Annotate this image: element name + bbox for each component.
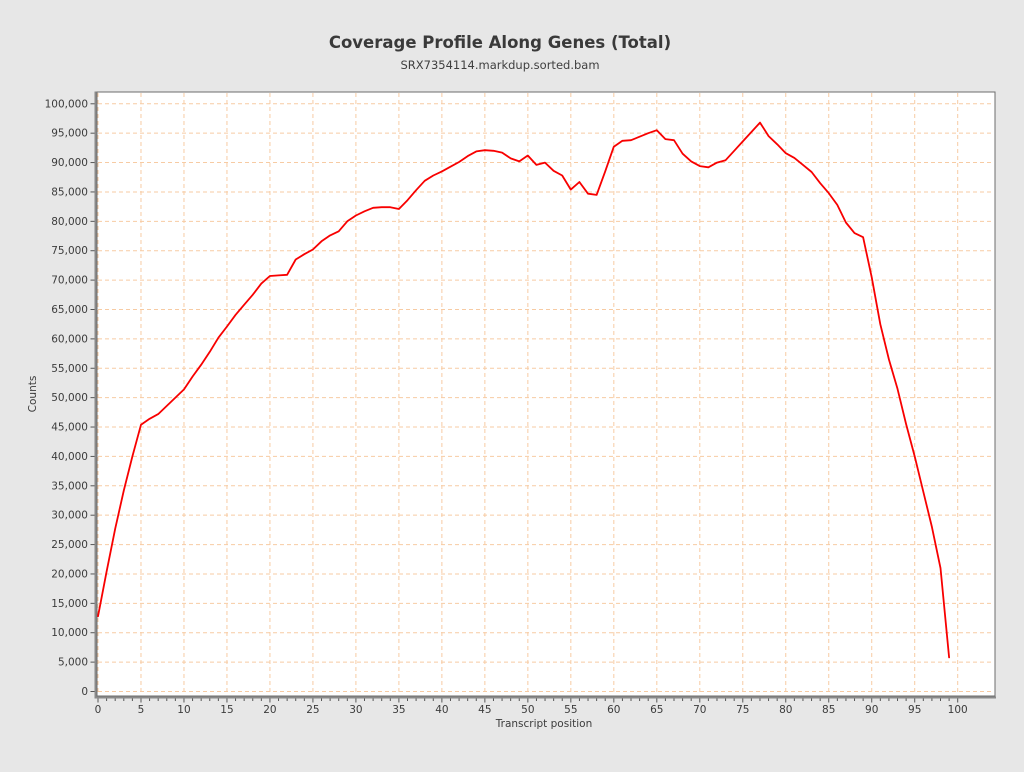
y-tick-label: 30,000 <box>51 510 88 522</box>
chart-subtitle: SRX7354114.markdup.sorted.bam <box>400 58 599 72</box>
chart-title: Coverage Profile Along Genes (Total) <box>329 33 671 52</box>
x-tick-label: 100 <box>948 704 968 716</box>
x-tick-label: 40 <box>435 704 448 716</box>
chart-generated: 0 5 10 15 20 25 30 35 40 45 50 55 60 65 70 75 80 85 90 95 10… <box>45 91 996 716</box>
y-tick-label: 25,000 <box>51 539 88 551</box>
y-gridlines <box>98 103 994 692</box>
x-tick-label: 80 <box>779 704 792 716</box>
x-tick-label: 25 <box>306 704 319 716</box>
y-tick-label: 0 <box>81 686 88 698</box>
x-tick-label: 70 <box>693 704 706 716</box>
y-tick-labels: 0 5,000 10,000 15,000 20,000 25,000 30,000 35,0… <box>45 98 88 698</box>
x-tick-label: 35 <box>392 704 405 716</box>
y-tick-label: 100,000 <box>45 98 88 110</box>
y-tick-label: 95,000 <box>51 128 88 140</box>
y-tick-label: 85,000 <box>51 186 88 198</box>
x-ticks <box>97 698 959 703</box>
y-tick-label: 90,000 <box>51 157 88 169</box>
y-tick-label: 35,000 <box>51 480 88 492</box>
x-tick-label: 50 <box>521 704 534 716</box>
x-tick-label: 55 <box>564 704 577 716</box>
y-tick-label: 65,000 <box>51 304 88 316</box>
y-tick-label: 40,000 <box>51 451 88 463</box>
x-tick-labels: 0 5 10 15 20 25 30 35 40 45 50 55 60 65 70 75 80 85 90 95 10… <box>95 704 968 716</box>
plot-border <box>96 91 996 697</box>
x-axis-label: Transcript position <box>495 718 592 730</box>
y-tick-label: 80,000 <box>51 216 88 228</box>
x-gridlines <box>97 93 959 695</box>
x-tick-label: 95 <box>908 704 921 716</box>
x-tick-label: 0 <box>95 704 102 716</box>
y-tick-label: 55,000 <box>51 363 88 375</box>
y-tick-label: 50,000 <box>51 392 88 404</box>
x-tick-label: 5 <box>138 704 145 716</box>
x-tick-label: 15 <box>220 704 233 716</box>
x-tick-label: 45 <box>478 704 491 716</box>
y-tick-label: 70,000 <box>51 275 88 287</box>
x-tick-label: 65 <box>650 704 663 716</box>
x-tick-label: 30 <box>349 704 362 716</box>
y-ticks <box>90 103 95 692</box>
x-tick-label: 60 <box>607 704 620 716</box>
y-axis-label: Counts <box>27 376 39 413</box>
y-tick-label: 75,000 <box>51 245 88 257</box>
x-tick-label: 20 <box>263 704 276 716</box>
x-tick-label: 75 <box>736 704 749 716</box>
x-tick-label: 10 <box>177 704 190 716</box>
y-tick-label: 45,000 <box>51 422 88 434</box>
x-tick-label: 90 <box>865 704 878 716</box>
y-tick-label: 10,000 <box>51 627 88 639</box>
y-tick-label: 5,000 <box>58 657 88 669</box>
y-tick-label: 20,000 <box>51 568 88 580</box>
x-tick-label: 85 <box>822 704 835 716</box>
y-tick-label: 15,000 <box>51 598 88 610</box>
y-tick-label: 60,000 <box>51 333 88 345</box>
coverage-line <box>97 121 950 659</box>
plot-area <box>97 92 995 696</box>
